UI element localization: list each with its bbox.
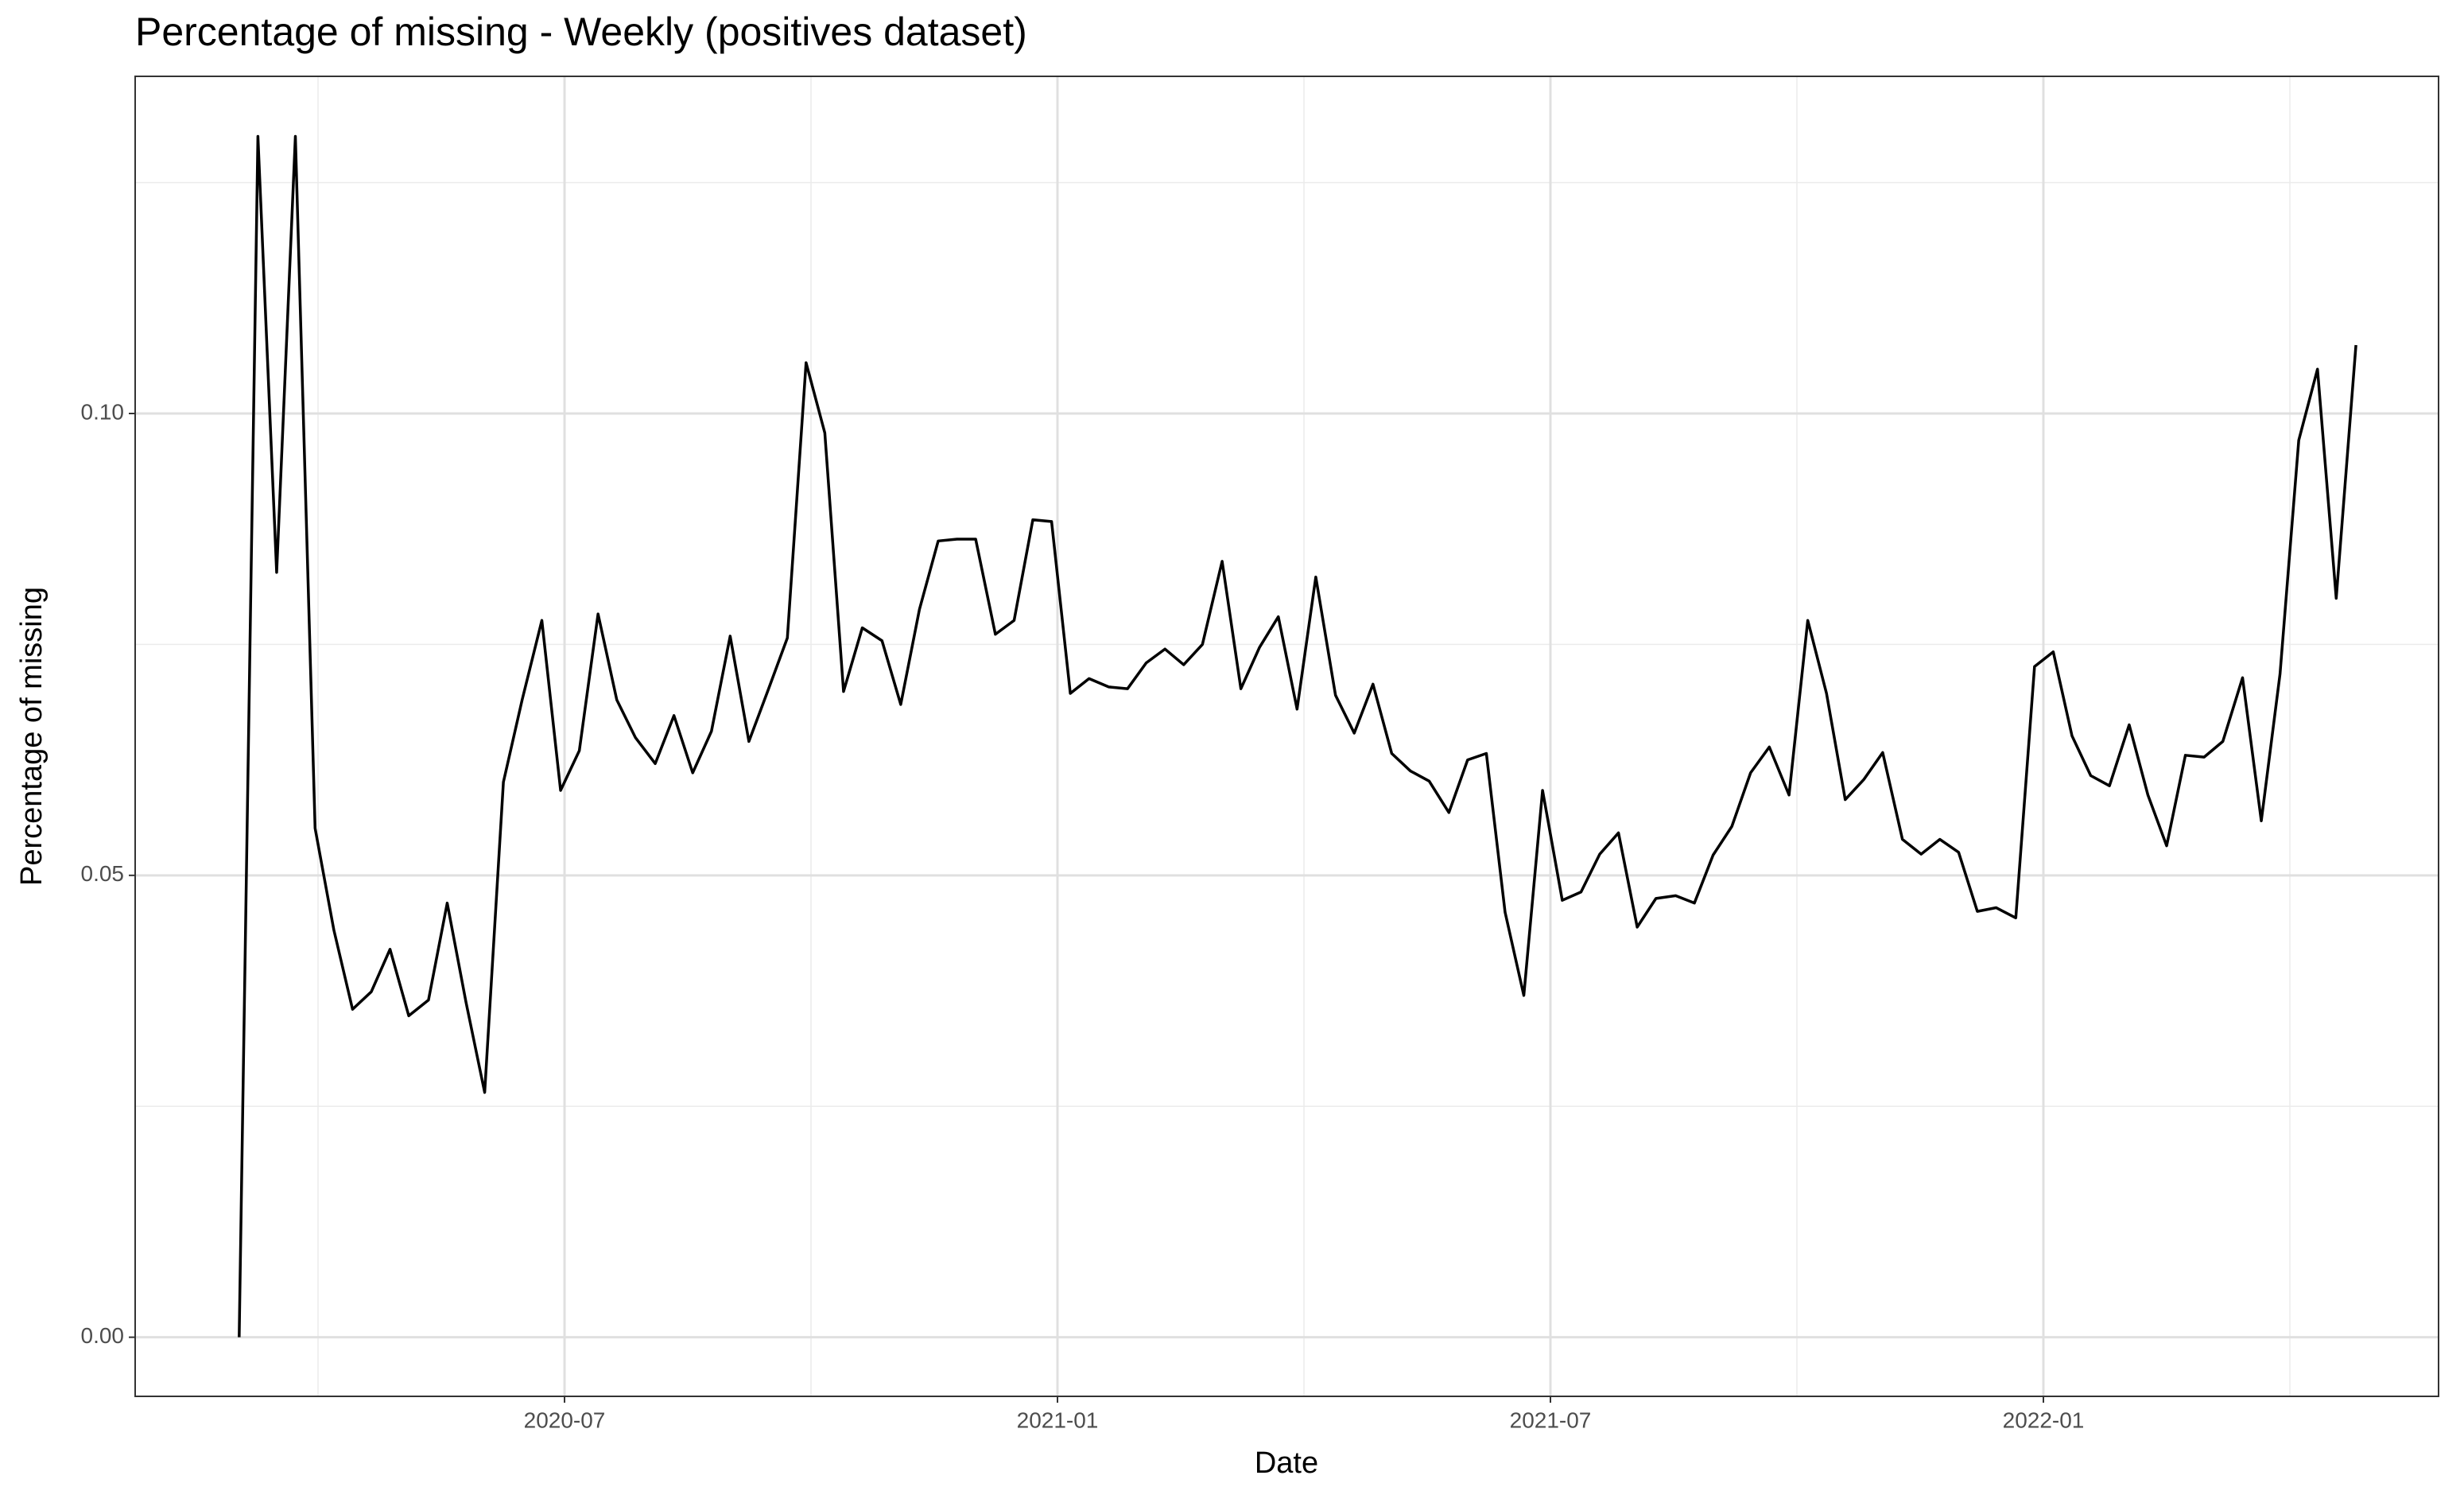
x-tick-label: 2022-01 — [2003, 1407, 2085, 1432]
plot-border — [134, 76, 2439, 1397]
y-axis-title: Percentage of missing — [15, 587, 49, 886]
x-tick-label: 2021-07 — [1510, 1407, 1592, 1432]
x-axis-title: Date — [1255, 1446, 1318, 1480]
y-tick-label: 0.05 — [81, 861, 125, 886]
x-tick-label: 2021-01 — [1017, 1407, 1099, 1432]
data-line — [238, 134, 2357, 1338]
chart-title: Percentage of missing - Weekly (positive… — [135, 10, 1027, 54]
y-tick-label: 0.10 — [81, 399, 125, 424]
y-tick-label: 0.00 — [81, 1323, 125, 1348]
x-tick-label: 2020-07 — [524, 1407, 606, 1432]
